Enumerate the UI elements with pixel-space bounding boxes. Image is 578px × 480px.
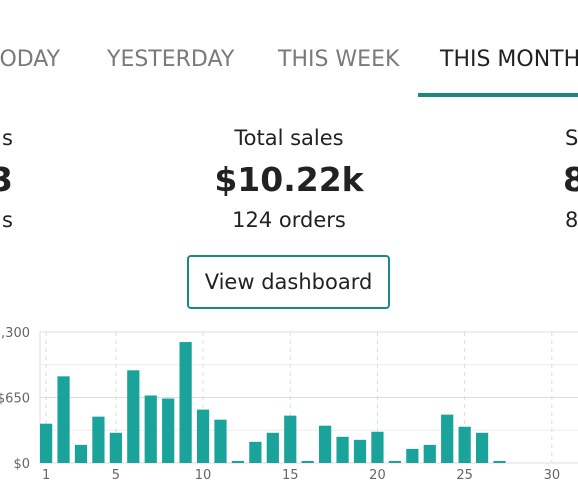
tab[interactable]: YESTERDAY bbox=[107, 47, 235, 72]
bar bbox=[214, 419, 227, 463]
stat-label: Total sales bbox=[234, 126, 344, 150]
bar bbox=[57, 376, 70, 463]
y-tick-label: ,300 bbox=[1, 326, 30, 341]
bar bbox=[162, 398, 175, 463]
x-tick-label: 25 bbox=[456, 468, 473, 480]
bar bbox=[92, 416, 105, 463]
tab-indicator bbox=[418, 93, 578, 97]
bar bbox=[196, 409, 210, 463]
bar bbox=[266, 432, 279, 463]
bar bbox=[423, 444, 436, 463]
x-tick-label: 5 bbox=[112, 468, 120, 480]
bar bbox=[336, 436, 349, 463]
stat-label: S bbox=[565, 126, 578, 150]
bar bbox=[319, 425, 332, 463]
stat-sub: s bbox=[2, 208, 13, 232]
x-tick-label: 30 bbox=[544, 468, 561, 480]
y-tick-label: $650 bbox=[0, 392, 30, 407]
bar bbox=[179, 342, 192, 463]
bar bbox=[231, 460, 245, 463]
bar bbox=[371, 431, 384, 463]
tab[interactable]: THIS WEEK bbox=[278, 47, 400, 72]
bar bbox=[74, 444, 88, 463]
stat-sub: 8 bbox=[565, 208, 578, 232]
bar bbox=[40, 423, 53, 463]
x-tick-label: 1 bbox=[42, 468, 50, 480]
tab[interactable]: TODAY bbox=[0, 47, 61, 72]
stat-sub: 124 orders bbox=[232, 208, 346, 232]
bar bbox=[249, 441, 262, 463]
tab[interactable]: THIS MONTH bbox=[440, 47, 578, 72]
bar bbox=[353, 439, 367, 463]
y-tick-label: $0 bbox=[13, 457, 30, 472]
bar bbox=[284, 415, 297, 463]
bar bbox=[127, 370, 140, 463]
bar bbox=[301, 460, 314, 463]
stat-value: $10.22k bbox=[214, 160, 364, 199]
x-tick-label: 20 bbox=[369, 468, 386, 480]
bar bbox=[441, 414, 454, 463]
view-dashboard-button[interactable]: View dashboard bbox=[187, 255, 390, 309]
bar bbox=[475, 432, 489, 463]
bar bbox=[406, 448, 419, 463]
x-tick-label: 10 bbox=[195, 468, 212, 480]
bar bbox=[109, 432, 122, 463]
stat-value: 3 bbox=[0, 160, 13, 199]
stat-value: 8 bbox=[563, 160, 578, 199]
bar bbox=[458, 426, 471, 463]
bar bbox=[144, 395, 157, 463]
stat-label: s bbox=[2, 126, 13, 150]
bar bbox=[493, 460, 506, 463]
x-tick-label: 15 bbox=[282, 468, 299, 480]
bar bbox=[388, 460, 401, 463]
